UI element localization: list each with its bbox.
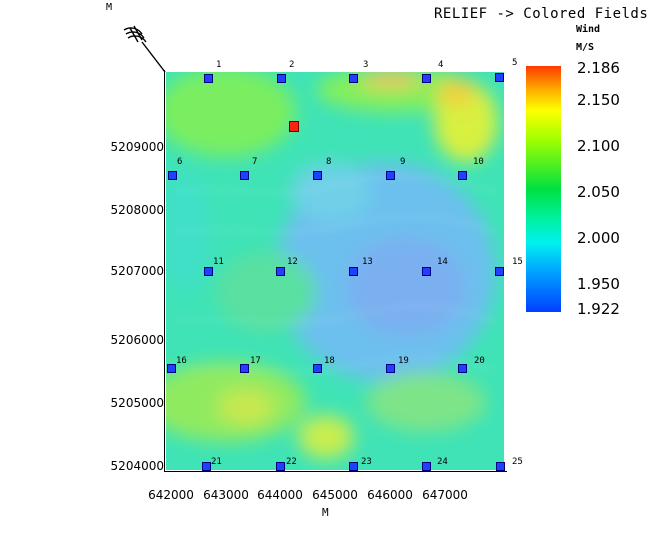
legend-tick: 1.950: [577, 275, 620, 293]
station-label: 7: [252, 157, 258, 167]
station-marker[interactable]: [496, 462, 505, 471]
y-tick-label: 5207000: [110, 264, 164, 278]
station-label: 16: [176, 356, 187, 366]
station-marker[interactable]: [313, 171, 322, 180]
station-label: 22: [286, 457, 297, 467]
relief-color-field: [166, 72, 504, 470]
legend-tick: 2.000: [577, 229, 620, 247]
legend-label: Wind: [576, 24, 601, 35]
station-label: 10: [473, 157, 484, 167]
station-label: 2: [289, 60, 295, 70]
station-marker[interactable]: [458, 171, 467, 180]
station-label: 15: [512, 257, 523, 267]
orientation-glyph: [123, 25, 166, 73]
y-tick-label: 5208000: [110, 203, 164, 217]
x-tick-label: 647000: [422, 488, 468, 502]
station-label: 5: [512, 58, 518, 68]
station-label: 9: [400, 157, 406, 167]
legend-tick: 2.186: [577, 59, 620, 77]
x-tick-label: 645000: [312, 488, 358, 502]
station-label: 12: [287, 257, 298, 267]
station-label: 21: [211, 457, 222, 467]
station-marker[interactable]: [458, 364, 467, 373]
legend-tick: 2.100: [577, 137, 620, 155]
station-marker[interactable]: [422, 267, 431, 276]
station-label: 25: [512, 457, 523, 467]
y-axis-unit: M: [106, 2, 113, 13]
station-marker[interactable]: [204, 74, 213, 83]
x-tick-label: 644000: [257, 488, 303, 502]
station-label: 11: [213, 257, 224, 267]
station-marker[interactable]: [204, 267, 213, 276]
station-label: 1: [216, 60, 222, 70]
station-label: 17: [250, 356, 261, 366]
station-label: 23: [361, 457, 372, 467]
x-tick-label: 646000: [367, 488, 413, 502]
x-axis-unit: M: [322, 506, 329, 519]
station-marker[interactable]: [240, 171, 249, 180]
plot-frame: [164, 70, 507, 472]
highlight-station-marker[interactable]: [289, 121, 299, 132]
color-scale-bar: [526, 66, 561, 312]
station-marker[interactable]: [422, 462, 431, 471]
station-marker[interactable]: [349, 74, 358, 83]
legend-unit: M/S: [576, 42, 595, 53]
y-tick-label: 5206000: [110, 333, 164, 347]
station-label: 3: [363, 60, 369, 70]
station-marker[interactable]: [349, 462, 358, 471]
station-marker[interactable]: [168, 171, 177, 180]
station-marker[interactable]: [276, 267, 285, 276]
station-marker[interactable]: [277, 74, 286, 83]
station-label: 8: [326, 157, 332, 167]
x-tick-label: 643000: [203, 488, 249, 502]
station-marker[interactable]: [167, 364, 176, 373]
station-label: 18: [324, 356, 335, 366]
window-title: RELIEF -> Colored Fields: [434, 6, 649, 22]
y-tick-label: 5209000: [110, 140, 164, 154]
y-tick-label: 5204000: [110, 459, 164, 473]
legend-tick: 2.150: [577, 91, 620, 109]
station-marker[interactable]: [386, 171, 395, 180]
station-marker[interactable]: [276, 462, 285, 471]
station-marker[interactable]: [495, 267, 504, 276]
station-marker[interactable]: [202, 462, 211, 471]
station-marker[interactable]: [495, 73, 504, 82]
station-label: 24: [437, 457, 448, 467]
legend-tick: 1.922: [577, 300, 620, 318]
legend-tick: 2.050: [577, 183, 620, 201]
station-marker[interactable]: [386, 364, 395, 373]
station-label: 13: [362, 257, 373, 267]
y-tick-label: 5205000: [110, 396, 164, 410]
station-label: 4: [438, 60, 444, 70]
station-label: 6: [177, 157, 183, 167]
station-marker[interactable]: [240, 364, 249, 373]
station-marker[interactable]: [349, 267, 358, 276]
station-label: 14: [437, 257, 448, 267]
x-tick-label: 642000: [148, 488, 194, 502]
station-label: 19: [398, 356, 409, 366]
station-marker[interactable]: [313, 364, 322, 373]
station-label: 20: [474, 356, 485, 366]
station-marker[interactable]: [422, 74, 431, 83]
